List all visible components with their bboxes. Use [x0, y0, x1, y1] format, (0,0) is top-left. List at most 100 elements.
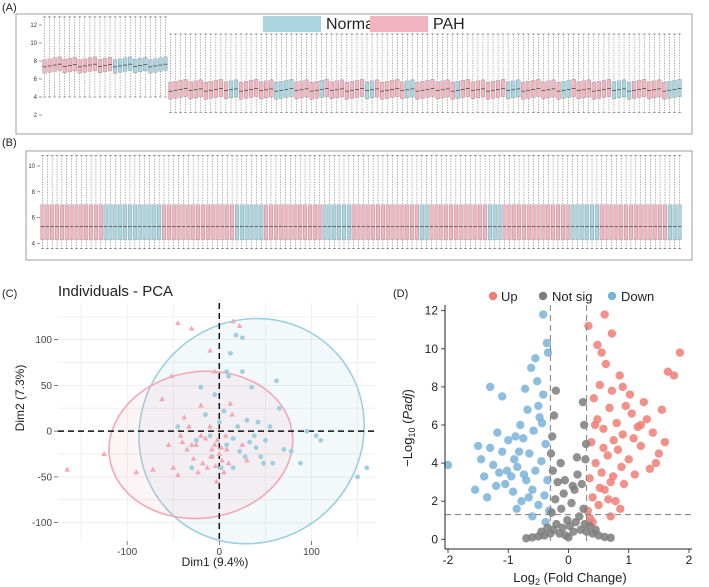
volcano-point-not-sig [537, 527, 546, 536]
volcano-point-up [669, 371, 679, 380]
volcano-x-tick-label: -2 [443, 553, 454, 567]
box [324, 79, 329, 97]
box [77, 59, 82, 74]
box [361, 204, 366, 240]
volcano-point-up [648, 428, 658, 437]
box [619, 204, 624, 240]
pca-point-normal [230, 465, 236, 471]
pca-point-pah [186, 423, 192, 429]
pca-point-normal [239, 335, 245, 341]
volcano-point-down [493, 428, 502, 437]
panel-a-y-axis: 2 4 6 8 10 12 [30, 23, 42, 119]
box [89, 204, 94, 240]
volcano-point-down [470, 485, 480, 494]
pca-point-pah [207, 423, 213, 429]
box [153, 58, 158, 73]
pca-point-normal [226, 373, 231, 379]
box [551, 204, 556, 240]
box [405, 204, 410, 240]
box [55, 204, 60, 240]
box [614, 204, 619, 240]
volcano-y-tick-label: 12 [425, 304, 439, 318]
volcano-y-tick-label: 4 [431, 456, 438, 470]
pca-point-pah [177, 432, 184, 438]
volcano-x-tick-label: 0 [565, 553, 572, 567]
box [430, 79, 435, 97]
box [322, 204, 327, 240]
box [143, 57, 148, 72]
pca-point-pah [64, 466, 71, 472]
box [565, 204, 570, 240]
box [215, 204, 220, 240]
pca-point-pah [212, 462, 219, 468]
box [429, 204, 434, 240]
pca-point-normal [274, 378, 279, 384]
volcano-point-up [619, 479, 629, 489]
box [596, 81, 601, 99]
box [168, 81, 173, 100]
volcano-point-not-sig [585, 521, 594, 531]
box [385, 204, 390, 240]
volcano-point-not-sig [522, 534, 531, 543]
box [555, 204, 560, 240]
box [439, 204, 444, 240]
box [594, 204, 599, 240]
pca-x-tick-label: 100 [303, 547, 320, 558]
box [314, 81, 319, 99]
volcano-point-down [476, 455, 486, 464]
box [662, 204, 667, 240]
volcano-point-down [482, 493, 492, 502]
box [158, 57, 163, 72]
box [624, 204, 629, 240]
box [492, 204, 497, 240]
box [405, 80, 410, 99]
pca-point-pah [244, 457, 250, 463]
box [546, 80, 551, 99]
y-tick-label: 6 [34, 77, 38, 83]
box [424, 204, 429, 240]
box [643, 204, 648, 240]
box [52, 57, 57, 72]
volcano-point-down [537, 456, 546, 466]
legend-normal-label: Normal [326, 16, 378, 33]
box [581, 80, 586, 99]
box [490, 81, 496, 99]
box [79, 204, 84, 240]
volcano-y-tick-label: 10 [425, 342, 439, 356]
box [147, 204, 152, 240]
box [473, 204, 478, 240]
volcano-point-down [540, 491, 549, 500]
box [376, 204, 381, 240]
box [566, 80, 571, 98]
volcano-point-not-sig [591, 525, 600, 534]
pca-point-pah [218, 444, 224, 450]
box [410, 79, 415, 98]
legend-notsig-label: Not sig [552, 289, 592, 304]
box [425, 80, 430, 98]
box [317, 204, 322, 240]
volcano-point-not-sig [543, 523, 552, 533]
pca-plot: -100 0 100 -100 -50 0 50 100 [32, 303, 376, 558]
box [415, 81, 420, 100]
pca-point-pah [190, 455, 197, 461]
box [218, 79, 223, 97]
pca-point-normal [313, 433, 319, 439]
pca-y-tick-label: 0 [46, 427, 52, 438]
legend-up-label: Up [501, 289, 518, 304]
box [633, 204, 638, 240]
y-tick-label: 10 [28, 164, 35, 170]
box [591, 81, 596, 100]
pca-point-normal [253, 445, 259, 451]
volcano-point-not-sig [559, 489, 568, 498]
box [470, 81, 475, 99]
pca-point-normal [249, 384, 254, 390]
box [230, 204, 235, 240]
volcano-point-up [593, 340, 602, 350]
y-tick-label: 4 [34, 95, 38, 101]
pca-point-normal [230, 436, 236, 441]
volcano-point-up [609, 436, 618, 445]
box [531, 204, 536, 240]
pca-point-pah [188, 325, 195, 331]
volcano-point-up [636, 420, 645, 430]
